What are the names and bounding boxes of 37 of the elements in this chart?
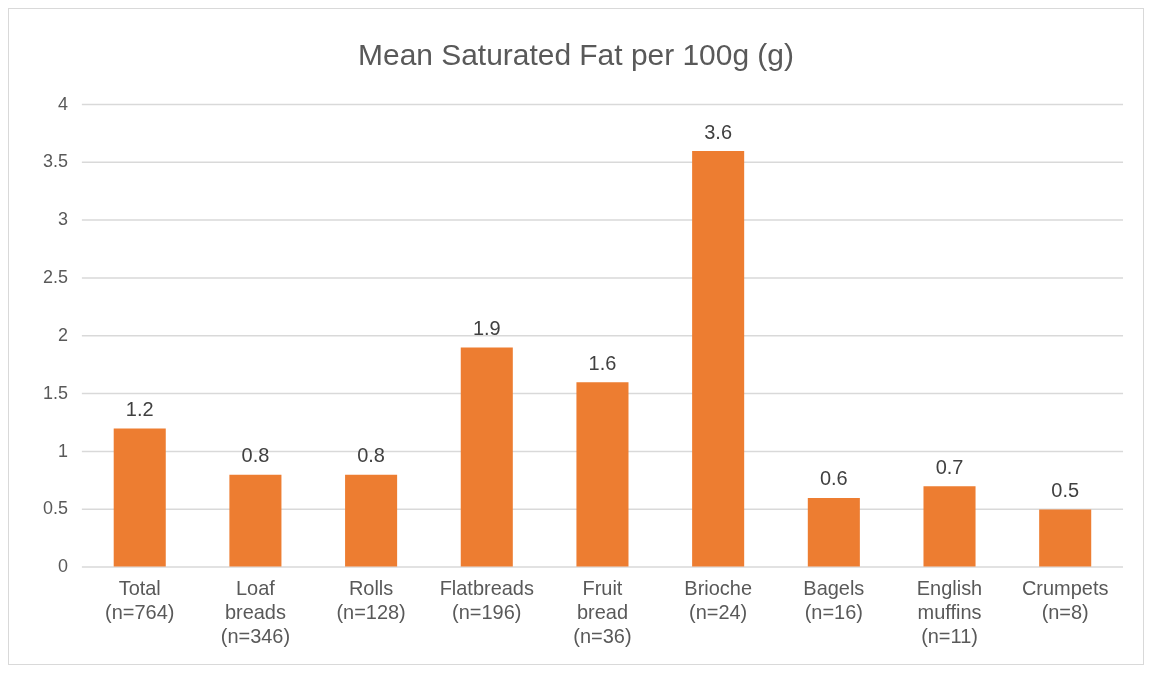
data-label: 1.2 [125,398,154,421]
x-tick-label: Total (n=764) [105,576,175,623]
bar [460,347,513,567]
x-tick-label: Flatbreads (n=196) [439,576,534,623]
y-tick-label: 1.5 [42,382,68,403]
data-label: 3.6 [704,120,733,143]
y-tick-label: 0 [57,556,68,577]
bar [345,474,398,567]
x-tick-label: Brioche (n=24) [684,576,752,623]
x-tick-label: Bagels (n=16) [803,576,865,623]
data-label: 0.8 [357,444,385,467]
x-tick-label: Crumpets (n=8) [1021,576,1109,623]
x-tick-label: Loaf breads (n=346) [220,576,291,647]
bar [576,382,629,567]
data-label: 1.9 [472,317,501,340]
y-tick-label: 0.5 [42,498,68,519]
x-tick-label: Fruit bread (n=36) [573,576,632,647]
y-tick-label: 3 [57,209,68,230]
data-label: 0.8 [241,444,270,467]
y-tick-label: 1 [57,440,68,461]
x-tick-label: Rolls (n=128) [336,576,406,623]
bar [923,486,976,567]
data-label: 0.6 [819,467,848,490]
y-tick-label: 2.5 [42,267,68,288]
bar [113,428,166,567]
x-tick-label: English muffins (n=11) [916,576,983,647]
bar [807,497,860,567]
y-tick-label: 2 [57,324,68,345]
y-tick-label: 4 [57,93,68,114]
data-label: 0.5 [1051,479,1080,502]
bar [229,474,282,567]
bar [692,150,745,567]
bar [1039,509,1092,567]
data-label: 1.6 [588,351,617,374]
y-tick-label: 3.5 [42,151,68,172]
chart-title: Mean Saturated Fat per 100g (g) [358,38,794,72]
data-label: 0.7 [935,455,964,478]
